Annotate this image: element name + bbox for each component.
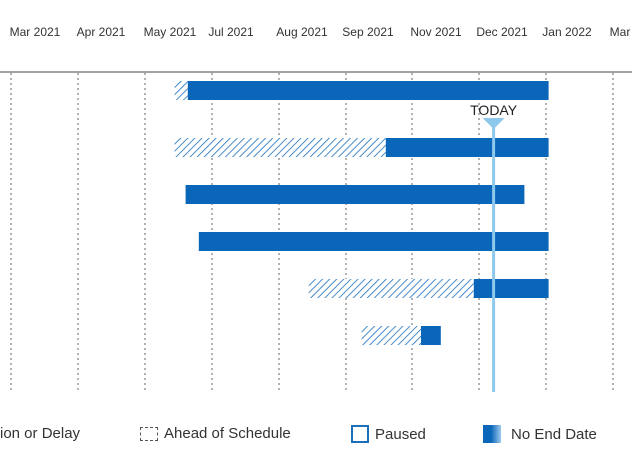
bar-solid-segment	[421, 326, 441, 345]
legend-extension: ion or Delay	[0, 425, 80, 442]
legend-extension-label: ion or Delay	[0, 425, 81, 442]
legend-no-end-label: No End Date	[511, 425, 597, 443]
legend-ahead-label: Ahead of Schedule	[164, 425, 291, 442]
bar-solid-segment	[198, 232, 549, 251]
task-bars	[174, 81, 549, 345]
bar-hatched-segment	[174, 81, 188, 100]
x-tick-label: Sep 2021	[342, 25, 394, 39]
bar-hatched-segment	[308, 279, 474, 298]
paused-swatch-icon	[351, 425, 369, 443]
legend: ion or Delay Ahead of Schedule Paused No…	[0, 425, 632, 449]
x-tick-label: Mar	[610, 25, 631, 39]
no-end-swatch-icon	[483, 425, 501, 443]
x-tick-label: Nov 2021	[410, 25, 462, 39]
legend-ahead: Ahead of Schedule	[140, 425, 291, 442]
bar-hatched-segment	[174, 138, 386, 157]
bar-solid-segment	[473, 279, 549, 298]
ahead-swatch-icon	[140, 426, 158, 441]
bar-solid-segment	[187, 81, 549, 100]
x-tick-label: Mar 2021	[10, 25, 61, 39]
x-tick-label: Jan 2022	[542, 25, 592, 39]
today-marker: TODAY	[470, 102, 518, 392]
today-pointer-icon	[482, 118, 505, 129]
legend-no-end: No End Date	[483, 425, 597, 443]
x-tick-label: Aug 2021	[276, 25, 328, 39]
x-tick-label: Apr 2021	[77, 25, 126, 39]
bar-solid-segment	[185, 185, 525, 204]
x-tick-label: Jul 2021	[208, 25, 254, 39]
today-label: TODAY	[470, 102, 518, 118]
bar-hatched-segment	[361, 326, 421, 345]
x-axis-ticks: Mar 2021 Apr 2021 May 2021 Jul 2021 Aug 2021…	[10, 25, 631, 39]
bar-solid-segment	[385, 138, 549, 157]
x-tick-label: May 2021	[144, 25, 197, 39]
x-tick-label: Dec 2021	[476, 25, 528, 39]
legend-paused: Paused	[351, 425, 426, 443]
legend-paused-label: Paused	[375, 425, 426, 443]
